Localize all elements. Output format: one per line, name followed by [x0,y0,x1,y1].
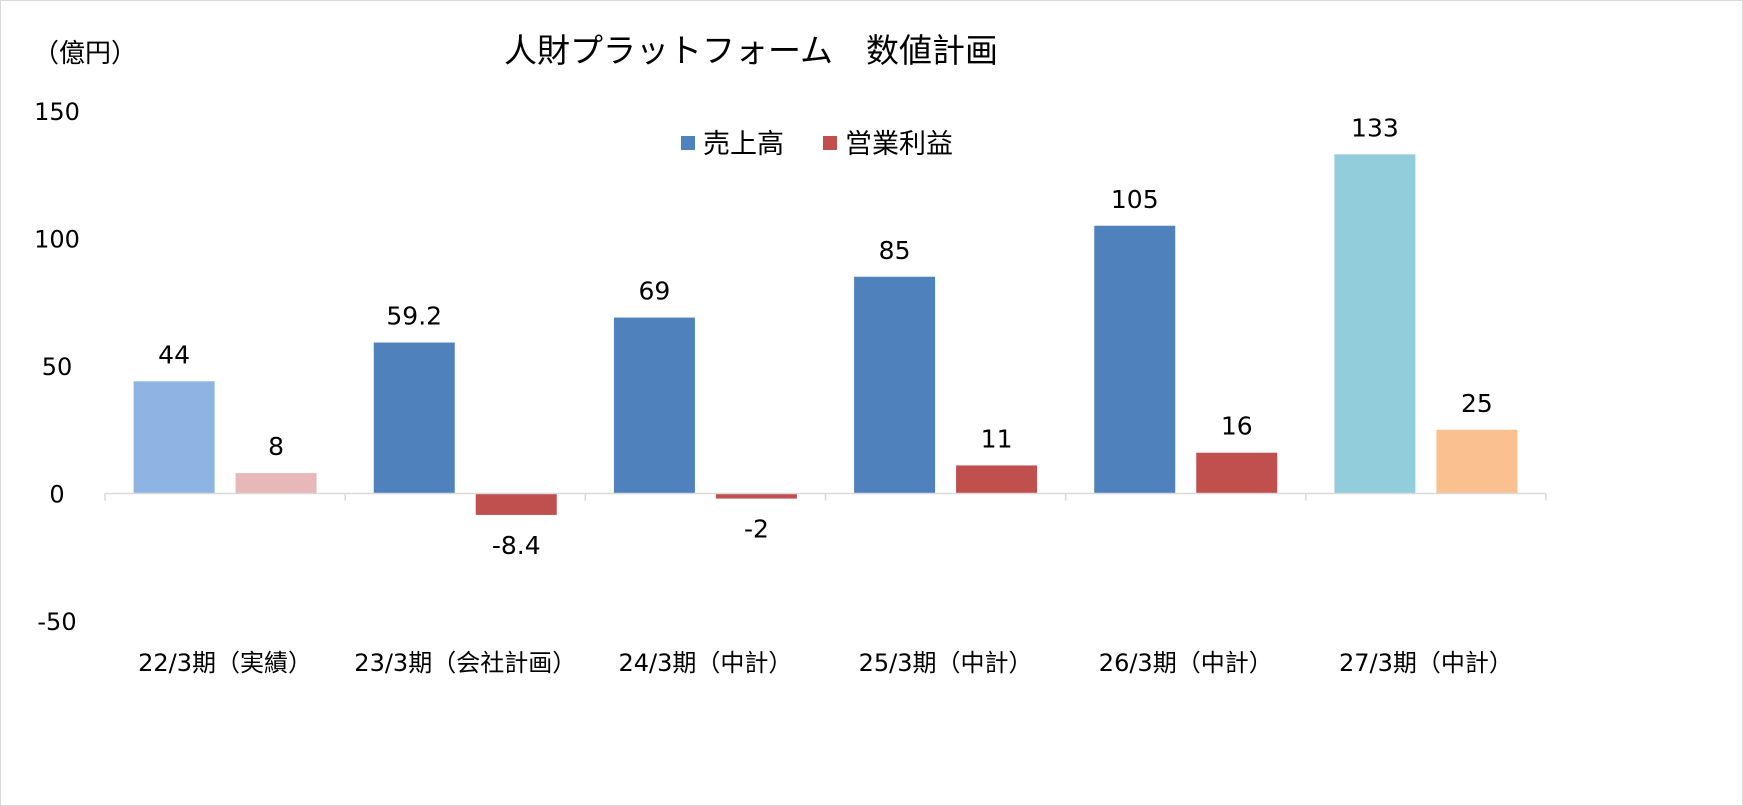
category-label: 23/3期（会社計画） [354,649,576,677]
legend-swatch [681,136,695,150]
bar-operating-profit [1196,452,1278,494]
data-label: 25 [1461,389,1493,418]
bar-sales [1094,225,1176,494]
bar-operating-profit [1436,429,1518,494]
y-tick-label: 150 [34,98,80,126]
data-label: 105 [1111,185,1159,214]
y-tick-label: 100 [34,226,80,254]
x-axis-tick-labels: 22/3期（実績） 23/3期（会社計画） 24/3期（中計） 25/3期（中計） 26… [138,649,1513,677]
bar-sales [854,276,936,494]
y-tick-label: 0 [49,481,64,509]
bars [133,154,1518,515]
category-label: 24/3期（中計） [618,649,792,677]
data-label: 133 [1351,113,1399,142]
y-tick-label: -50 [37,608,76,636]
legend-label: 売上高 [703,129,784,160]
data-label: -2 [744,515,769,544]
bar-operating-profit [235,473,317,494]
data-label: 8 [268,432,284,461]
bar-operating-profit [475,493,557,515]
y-unit-label: （億円） [33,39,137,69]
bar-sales [133,381,215,494]
data-label: 16 [1221,412,1253,441]
chart-title: 人財プラットフォーム 数値計画 [504,31,998,70]
y-tick-label: 50 [42,353,73,381]
y-axis-tick-labels: -50 0 50 100 150 [34,98,80,636]
category-label: 27/3期（中計） [1339,649,1513,677]
legend-label: 営業利益 [845,129,953,160]
bar-sales [613,317,695,494]
data-label: 44 [158,340,190,369]
data-label: 69 [639,277,671,306]
legend: 売上高 営業利益 [681,129,953,160]
bar-sales [1334,154,1416,494]
data-label: 59.2 [386,302,442,331]
legend-swatch [823,136,837,150]
data-label: 85 [879,236,911,265]
category-label: 25/3期（中計） [859,649,1033,677]
bar-operating-profit [956,465,1038,494]
data-label: 11 [981,424,1013,453]
category-label: 22/3期（実績） [138,649,312,677]
category-label: 26/3期（中計） [1099,649,1273,677]
bar-sales [373,342,455,494]
bar-operating-profit [715,493,797,499]
category-axis [104,492,1547,501]
data-label: -8.4 [492,531,541,560]
data-labels: 44 8 59.2 -8.4 69 -2 85 11 105 16 133 25 [158,113,1493,560]
